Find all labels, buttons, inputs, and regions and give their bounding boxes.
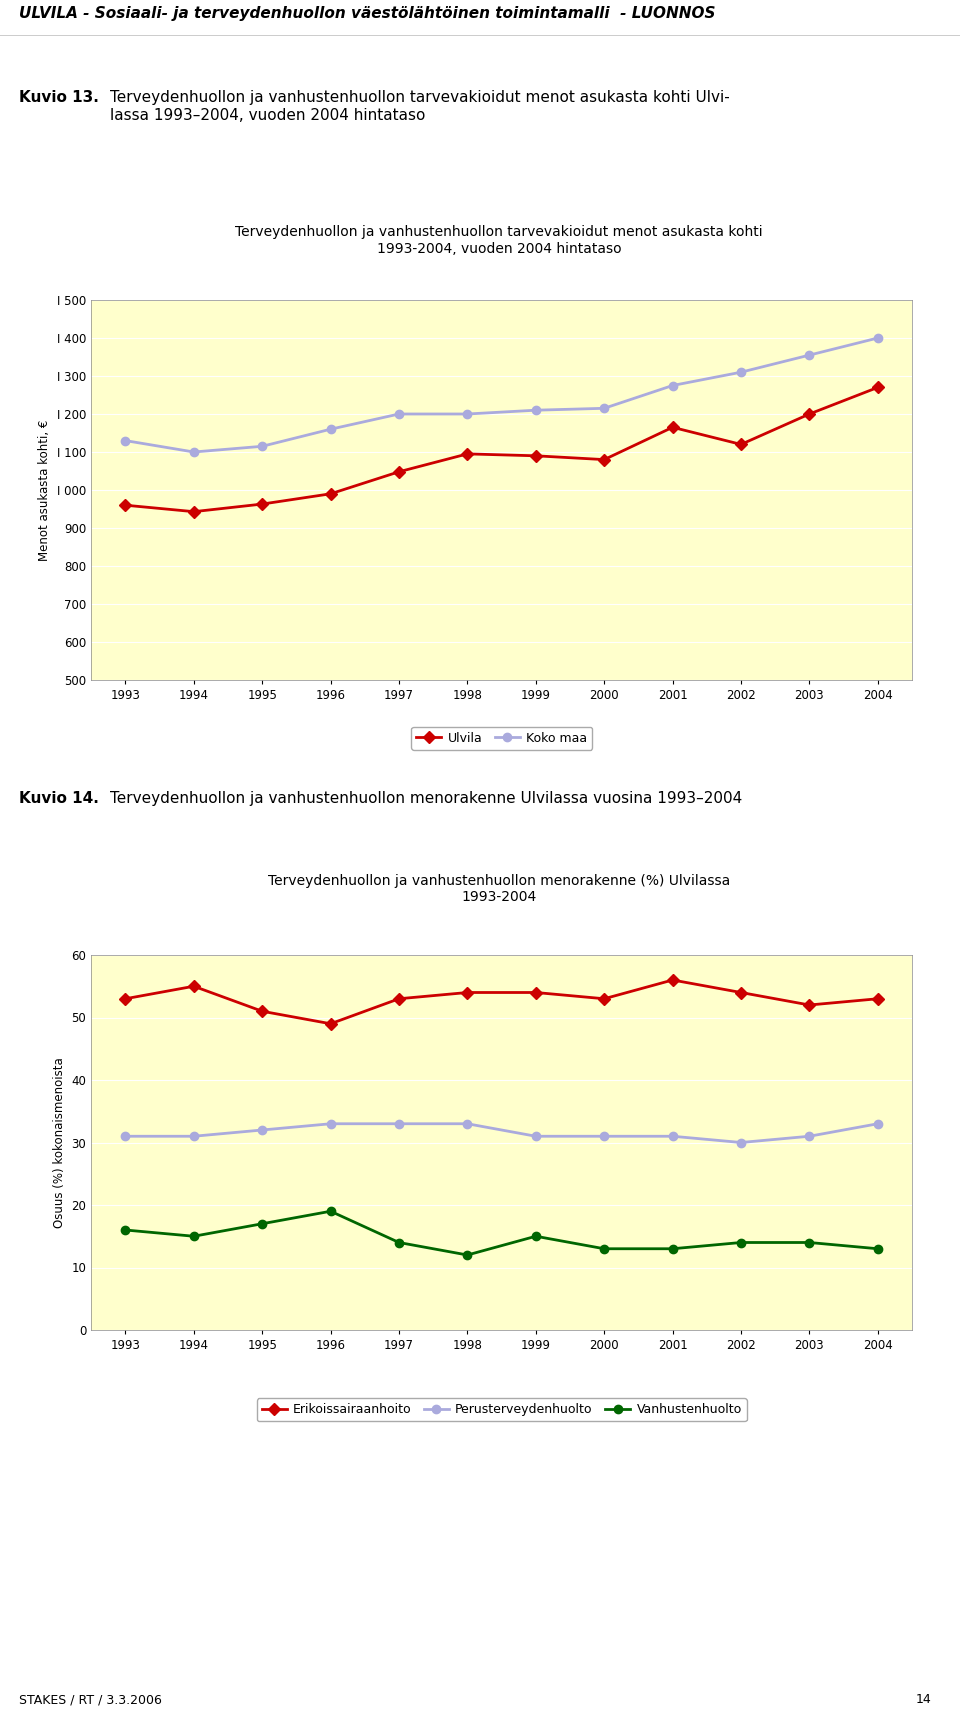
Legend: Ulvila, Koko maa: Ulvila, Koko maa bbox=[411, 727, 592, 749]
Legend: Erikoissairaanhoito, Perusterveydenhuolto, Vanhustenhuolto: Erikoissairaanhoito, Perusterveydenhuolt… bbox=[256, 1398, 747, 1422]
Text: Kuvio 14.: Kuvio 14. bbox=[19, 791, 99, 806]
Text: Terveydenhuollon ja vanhustenhuollon tarvevakioidut menot asukasta kohti
1993-20: Terveydenhuollon ja vanhustenhuollon tar… bbox=[235, 225, 763, 255]
Y-axis label: Menot asukasta kohti, €: Menot asukasta kohti, € bbox=[38, 420, 52, 560]
Text: Kuvio 13.: Kuvio 13. bbox=[19, 90, 99, 106]
Text: STAKES / RT / 3.3.2006: STAKES / RT / 3.3.2006 bbox=[19, 1694, 162, 1706]
Text: Terveydenhuollon ja vanhustenhuollon menorakenne (%) Ulvilassa
1993-2004: Terveydenhuollon ja vanhustenhuollon men… bbox=[268, 874, 731, 903]
Text: 14: 14 bbox=[916, 1694, 931, 1706]
Y-axis label: Osuus (%) kokonaismenoista: Osuus (%) kokonaismenoista bbox=[53, 1058, 66, 1228]
Text: Terveydenhuollon ja vanhustenhuollon tarvevakioidut menot asukasta kohti Ulvi-
l: Terveydenhuollon ja vanhustenhuollon tar… bbox=[110, 90, 731, 123]
Text: Terveydenhuollon ja vanhustenhuollon menorakenne Ulvilassa vuosina 1993–2004: Terveydenhuollon ja vanhustenhuollon men… bbox=[110, 791, 743, 806]
Text: ULVILA - Sosiaali- ja terveydenhuollon väestölähtöinen toimintamalli  - LUONNOS: ULVILA - Sosiaali- ja terveydenhuollon v… bbox=[19, 5, 716, 21]
